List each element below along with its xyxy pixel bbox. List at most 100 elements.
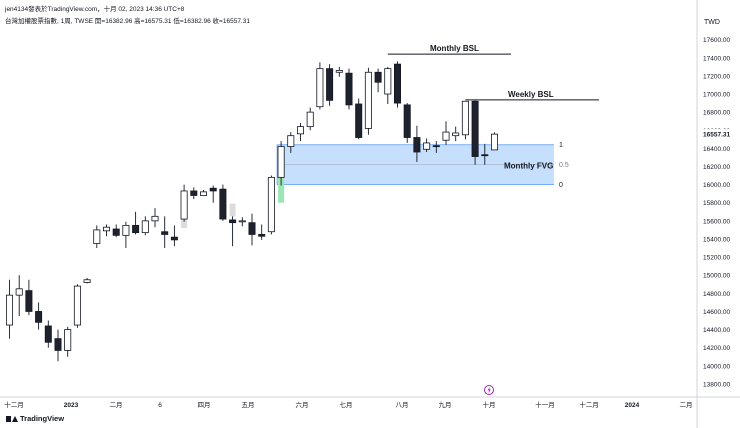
candle-body[interactable]	[35, 311, 43, 323]
candle-body[interactable]	[481, 154, 489, 157]
candle[interactable]	[199, 190, 207, 196]
candle[interactable]	[103, 224, 111, 237]
candle[interactable]	[83, 277, 91, 284]
candle-body[interactable]	[384, 68, 392, 95]
tradingview-brand[interactable]: TradingView	[6, 414, 64, 423]
candle-body[interactable]	[219, 188, 227, 220]
candle[interactable]	[64, 326, 72, 357]
candle[interactable]	[306, 107, 314, 131]
candle[interactable]	[258, 224, 266, 240]
candle-body[interactable]	[490, 133, 498, 151]
candle-body[interactable]	[199, 191, 207, 196]
candle[interactable]	[54, 329, 62, 362]
candle[interactable]	[296, 123, 304, 142]
candle-body[interactable]	[103, 226, 111, 232]
candle-body[interactable]	[442, 131, 450, 141]
candle[interactable]	[180, 184, 188, 222]
candle[interactable]	[490, 132, 498, 151]
candle[interactable]	[35, 302, 43, 330]
candle-body[interactable]	[345, 72, 353, 106]
candle[interactable]	[44, 320, 52, 348]
candle[interactable]	[6, 279, 13, 339]
candle-body[interactable]	[54, 338, 62, 351]
candle[interactable]	[287, 132, 295, 153]
candle[interactable]	[122, 221, 130, 249]
candle-body[interactable]	[209, 187, 217, 192]
candle[interactable]	[442, 121, 450, 145]
candle-body[interactable]	[161, 231, 169, 235]
candle[interactable]	[219, 184, 227, 221]
candles-layer[interactable]	[6, 61, 498, 362]
candle[interactable]	[471, 100, 479, 165]
candle[interactable]	[481, 143, 489, 165]
candle[interactable]	[423, 138, 431, 152]
candle-body[interactable]	[6, 294, 13, 326]
candle-body[interactable]	[229, 219, 237, 224]
candle-body[interactable]	[73, 285, 81, 326]
candle[interactable]	[161, 216, 169, 249]
candle[interactable]	[393, 61, 401, 108]
candle-body[interactable]	[141, 220, 149, 234]
candle-body[interactable]	[413, 137, 421, 153]
candle[interactable]	[364, 67, 372, 135]
candle[interactable]	[248, 213, 256, 246]
candle[interactable]	[355, 98, 363, 140]
candle-body[interactable]	[83, 279, 91, 283]
candle-body[interactable]	[93, 229, 101, 244]
candle-body[interactable]	[296, 126, 304, 135]
candle[interactable]	[384, 66, 392, 104]
candle[interactable]	[452, 126, 460, 142]
annotations-layer[interactable]: Monthly BSL Weekly BSL	[387, 44, 599, 101]
candle-body[interactable]	[306, 111, 314, 128]
candle-body[interactable]	[461, 100, 469, 136]
candle-body[interactable]	[122, 224, 130, 236]
candle-body[interactable]	[258, 234, 266, 237]
candle-body[interactable]	[374, 71, 382, 83]
candle-body[interactable]	[132, 224, 140, 234]
candle-body[interactable]	[180, 190, 188, 220]
candle[interactable]	[15, 275, 23, 316]
candle-body[interactable]	[432, 145, 440, 148]
candle[interactable]	[132, 211, 140, 235]
candle[interactable]	[170, 225, 178, 247]
candle[interactable]	[335, 66, 343, 77]
candle[interactable]	[432, 141, 440, 153]
candle-body[interactable]	[238, 220, 246, 223]
candle-body[interactable]	[471, 100, 479, 157]
candle[interactable]	[345, 68, 353, 110]
monthly-fvg-zone[interactable]: 1 0.5 0 Monthly FVG	[276, 142, 569, 189]
candle[interactable]	[267, 175, 275, 235]
candle-body[interactable]	[316, 68, 324, 108]
candle-body[interactable]	[393, 63, 401, 104]
candle-body[interactable]	[287, 135, 295, 147]
candle[interactable]	[209, 185, 217, 203]
candle[interactable]	[277, 141, 285, 186]
candle[interactable]	[229, 216, 237, 247]
candle[interactable]	[403, 103, 411, 143]
candle[interactable]	[25, 279, 33, 316]
candle-body[interactable]	[326, 68, 334, 101]
candle-body[interactable]	[277, 146, 285, 178]
candle[interactable]	[151, 208, 159, 228]
candle[interactable]	[326, 64, 334, 106]
candle-body[interactable]	[64, 329, 72, 351]
candle-body[interactable]	[364, 71, 372, 129]
candle[interactable]	[316, 62, 324, 110]
candle-body[interactable]	[190, 190, 198, 196]
candle-body[interactable]	[15, 288, 23, 296]
candle[interactable]	[238, 217, 246, 227]
candle-body[interactable]	[335, 70, 343, 73]
candle-body[interactable]	[423, 142, 431, 150]
candle[interactable]	[461, 100, 469, 140]
candle-body[interactable]	[267, 176, 275, 233]
candle[interactable]	[73, 284, 81, 328]
candle-body[interactable]	[355, 103, 363, 138]
candle-body[interactable]	[112, 228, 120, 236]
candle-body[interactable]	[403, 104, 411, 138]
candle-body[interactable]	[25, 290, 33, 312]
candle-body[interactable]	[248, 222, 256, 235]
candle-body[interactable]	[170, 236, 178, 241]
candle[interactable]	[190, 187, 198, 200]
